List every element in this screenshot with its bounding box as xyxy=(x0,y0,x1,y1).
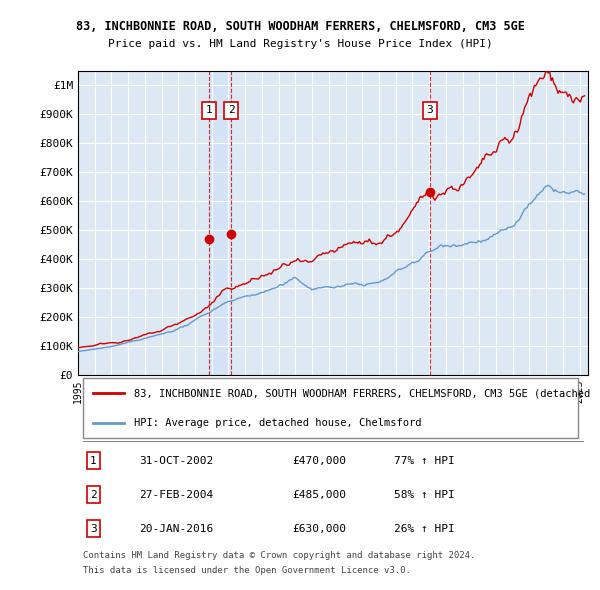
Text: 3: 3 xyxy=(427,105,433,115)
Text: £630,000: £630,000 xyxy=(292,524,346,534)
Text: 2: 2 xyxy=(227,105,235,115)
Text: This data is licensed under the Open Government Licence v3.0.: This data is licensed under the Open Gov… xyxy=(83,566,411,575)
Text: 83, INCHBONNIE ROAD, SOUTH WOODHAM FERRERS, CHELMSFORD, CM3 5GE (detached: 83, INCHBONNIE ROAD, SOUTH WOODHAM FERRE… xyxy=(134,388,590,398)
Text: 3: 3 xyxy=(90,524,97,534)
Text: 20-JAN-2016: 20-JAN-2016 xyxy=(139,524,214,534)
Text: 31-OCT-2002: 31-OCT-2002 xyxy=(139,455,214,466)
Text: HPI: Average price, detached house, Chelmsford: HPI: Average price, detached house, Chel… xyxy=(134,418,422,428)
Text: 2: 2 xyxy=(90,490,97,500)
Text: 1: 1 xyxy=(90,455,97,466)
Text: £485,000: £485,000 xyxy=(292,490,346,500)
Text: Contains HM Land Registry data © Crown copyright and database right 2024.: Contains HM Land Registry data © Crown c… xyxy=(83,551,475,560)
Text: Price paid vs. HM Land Registry's House Price Index (HPI): Price paid vs. HM Land Registry's House … xyxy=(107,40,493,49)
Text: 26% ↑ HPI: 26% ↑ HPI xyxy=(394,524,455,534)
Text: 83, INCHBONNIE ROAD, SOUTH WOODHAM FERRERS, CHELMSFORD, CM3 5GE: 83, INCHBONNIE ROAD, SOUTH WOODHAM FERRE… xyxy=(76,20,524,33)
Text: 27-FEB-2004: 27-FEB-2004 xyxy=(139,490,214,500)
Bar xyxy=(209,71,230,375)
Text: £470,000: £470,000 xyxy=(292,455,346,466)
Text: 1: 1 xyxy=(206,105,212,115)
Text: 58% ↑ HPI: 58% ↑ HPI xyxy=(394,490,455,500)
Text: 77% ↑ HPI: 77% ↑ HPI xyxy=(394,455,455,466)
FancyBboxPatch shape xyxy=(83,378,578,438)
